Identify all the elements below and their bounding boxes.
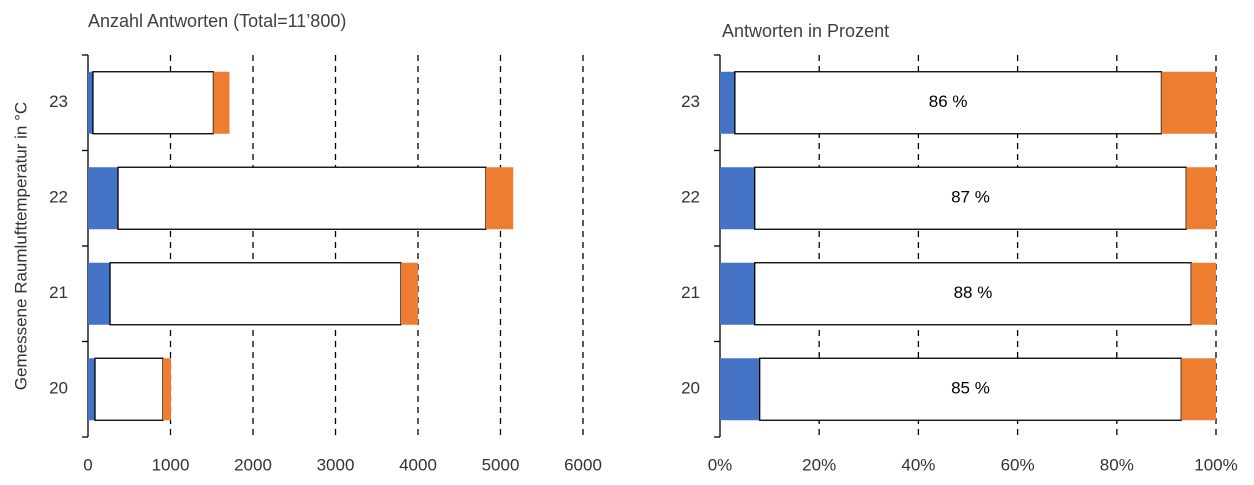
x-tick-label: 6000 bbox=[564, 455, 602, 474]
x-tick-label: 1000 bbox=[152, 455, 190, 474]
bar-segment bbox=[88, 262, 111, 325]
bar-segment bbox=[109, 262, 402, 326]
x-tick-label: 2000 bbox=[234, 455, 272, 474]
bar-segment bbox=[754, 166, 1187, 230]
bar-segment bbox=[117, 166, 487, 230]
y-tick-label: 23 bbox=[681, 92, 700, 111]
bar-segment bbox=[720, 262, 755, 325]
bar-segment bbox=[88, 167, 119, 230]
x-tick-label: 80% bbox=[1100, 455, 1134, 474]
bar-segment bbox=[162, 358, 171, 421]
x-tick-label: 3000 bbox=[317, 455, 355, 474]
data-label: 85 % bbox=[951, 379, 990, 398]
bar-segment bbox=[401, 262, 418, 325]
y-tick-label: 20 bbox=[49, 379, 68, 398]
bar-segment bbox=[1181, 358, 1216, 421]
bar-segment bbox=[720, 167, 755, 230]
bar-segment bbox=[92, 71, 215, 135]
bar-segment bbox=[720, 71, 735, 134]
y-tick-label: 22 bbox=[681, 188, 700, 207]
bar-segment bbox=[1191, 262, 1216, 325]
y-tick-label: 23 bbox=[49, 92, 68, 111]
y-tick-label: 21 bbox=[681, 283, 700, 302]
data-label: 86 % bbox=[929, 92, 968, 111]
data-label: 87 % bbox=[951, 188, 990, 207]
bar-segment bbox=[1161, 71, 1216, 134]
x-tick-label: 0% bbox=[708, 455, 733, 474]
y-axis-title: Gemessene Raumlufttemperatur in °C bbox=[11, 102, 30, 390]
bar-segment bbox=[485, 167, 514, 230]
y-tick-label: 22 bbox=[49, 188, 68, 207]
bar-segment bbox=[88, 358, 96, 421]
bar-segment bbox=[213, 71, 230, 134]
bar-segment bbox=[94, 357, 164, 421]
bar-segment bbox=[734, 71, 1163, 135]
bar-segment bbox=[88, 71, 93, 134]
x-tick-label: 40% bbox=[901, 455, 935, 474]
x-tick-label: 0 bbox=[83, 455, 92, 474]
bar-segment bbox=[754, 262, 1192, 326]
bar-segment bbox=[720, 358, 760, 421]
bar-segment bbox=[759, 357, 1182, 421]
bar-segment bbox=[1186, 167, 1216, 230]
chart-title: Anzahl Antworten (Total=11’800) bbox=[88, 11, 346, 31]
x-tick-label: 60% bbox=[1001, 455, 1035, 474]
data-label: 88 % bbox=[954, 283, 993, 302]
chart-title: Antworten in Prozent bbox=[722, 21, 889, 41]
y-tick-label: 21 bbox=[49, 283, 68, 302]
x-tick-label: 5000 bbox=[482, 455, 520, 474]
x-tick-label: 4000 bbox=[399, 455, 437, 474]
x-tick-label: 20% bbox=[802, 455, 836, 474]
x-tick-label: 100% bbox=[1194, 455, 1237, 474]
y-tick-label: 20 bbox=[681, 379, 700, 398]
